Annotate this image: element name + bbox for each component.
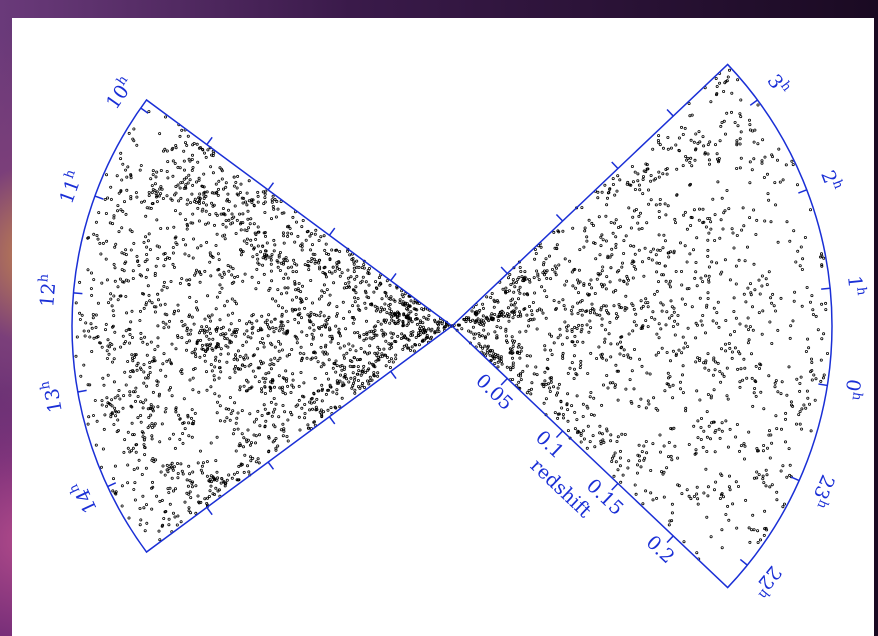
hour-tick <box>818 384 827 385</box>
hour-label: 12h <box>34 273 61 308</box>
hour-label-text: 14h <box>66 477 102 517</box>
hour-tick <box>73 293 82 294</box>
redshift-tick <box>391 273 396 280</box>
hour-value: 22 <box>753 561 785 594</box>
hour-label: 14h <box>66 477 102 517</box>
hour-tick <box>78 390 87 392</box>
redshift-tick <box>268 183 273 190</box>
hour-tick <box>821 288 830 289</box>
galaxy-points <box>451 69 828 560</box>
hour-value: 13 <box>41 387 67 415</box>
hour-value: 23 <box>809 471 839 502</box>
hour-label-text: 13h <box>37 378 67 415</box>
hour-label: 10h <box>100 72 139 113</box>
hour-tick <box>141 108 148 113</box>
redshift-tick <box>612 162 618 169</box>
hour-value: 11 <box>56 176 85 206</box>
page: 10h11h12h13h14h3h2h1h0h23h22h0.050.10.15… <box>0 0 878 636</box>
hour-label-text: 12h <box>34 273 61 308</box>
hour-unit: h <box>37 379 53 390</box>
hour-tick <box>791 477 799 481</box>
hour-tick <box>750 100 757 105</box>
hour-value: 10 <box>102 81 134 113</box>
redshift-tick <box>268 462 273 469</box>
hour-label: 13h <box>37 378 67 415</box>
redshift-tick <box>207 507 212 514</box>
hour-label-text: 23h <box>805 471 841 511</box>
hour-label: 11h <box>53 167 87 207</box>
hour-label-text: 0h <box>839 378 866 403</box>
hour-value: 12 <box>36 282 60 308</box>
redshift-tick <box>329 228 334 235</box>
hour-label: 0h <box>839 378 866 403</box>
hour-unit: h <box>854 286 870 296</box>
hour-label: 3h <box>763 69 795 101</box>
redshift-tick-label: 0.05 <box>471 370 517 415</box>
hour-label-text: 1h <box>843 274 869 297</box>
hour-tick <box>740 559 747 565</box>
redshift-tick <box>207 137 212 144</box>
hour-label: 23h <box>805 471 841 511</box>
hour-label-text: 11h <box>53 167 87 207</box>
hour-unit: h <box>849 391 865 402</box>
redshift-tick <box>329 417 334 424</box>
redshift-tick <box>556 214 562 221</box>
chart: 10h11h12h13h14h3h2h1h0h23h22h0.050.10.15… <box>0 0 878 636</box>
redshift-tick <box>501 267 507 274</box>
redshift-tick <box>667 110 673 117</box>
galaxy-points <box>75 111 453 541</box>
hour-unit: h <box>36 273 52 283</box>
redshift-tick <box>391 371 396 378</box>
hour-label-text: 3h <box>763 69 795 101</box>
hour-label: 1h <box>843 274 869 297</box>
hour-label-text: 10h <box>100 72 139 113</box>
hour-tick <box>798 190 806 193</box>
hour-label: 2h <box>816 166 846 194</box>
hour-label-text: 22h <box>748 561 788 602</box>
hour-label-text: 2h <box>816 166 846 194</box>
hour-label: 22h <box>748 561 788 602</box>
hour-tick <box>108 483 116 487</box>
hour-tick <box>95 196 103 199</box>
